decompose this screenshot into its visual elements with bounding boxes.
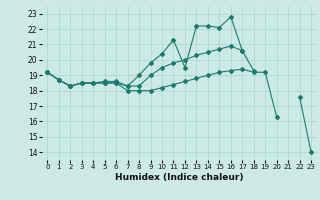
X-axis label: Humidex (Indice chaleur): Humidex (Indice chaleur) xyxy=(115,173,244,182)
